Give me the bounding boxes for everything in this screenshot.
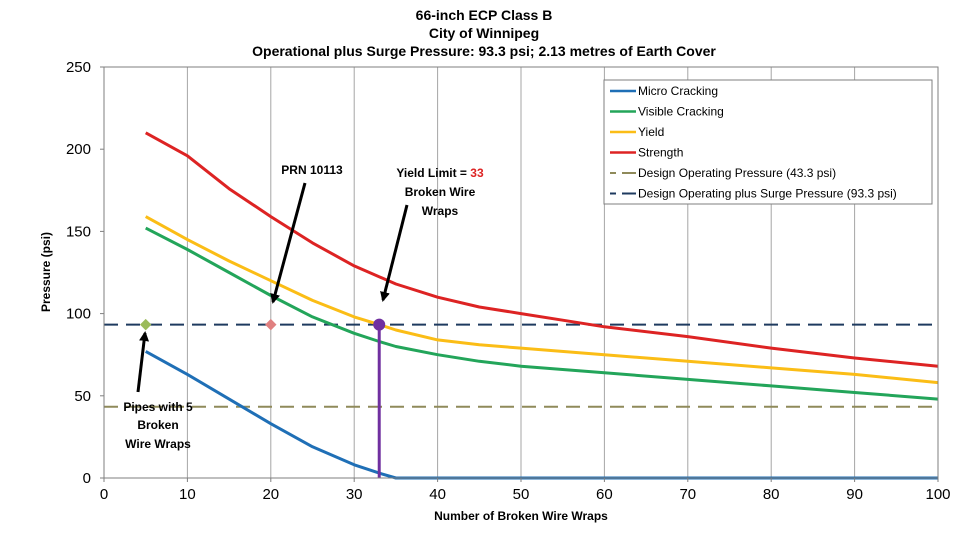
y-tick-label-50: 50 [74,388,91,405]
x-tick-label-10: 10 [179,486,196,503]
yield-limit-prefix: Yield Limit = [396,166,470,180]
chart-title-line-3: Operational plus Surge Pressure: 93.3 ps… [252,43,716,59]
yield-limit-marker [373,318,386,331]
x-tick-label-30: 30 [346,486,363,503]
legend-label-visible-cracking: Visible Cracking [638,105,724,119]
pipes-5-wraps-marker [139,318,152,331]
series-line-yield [144,215,939,385]
y-tick-label-200: 200 [66,141,91,158]
yield-limit-annotation-line1: Yield Limit = 33 [396,166,484,180]
annotations: PRN 10113 Yield Limit = 33 Broken Wire W… [123,163,484,451]
x-tick-label-0: 0 [100,486,108,503]
pipes-annotation-arrow [136,331,150,393]
legend-label-design-operating-plus-surge-pressure-93-3-psi: Design Operating plus Surge Pressure (93… [638,187,897,201]
pipes-annotation-line3: Wire Wraps [125,437,191,451]
series-line-strength [144,131,939,368]
yield-limit-annotation-line3: Wraps [422,204,459,218]
legend-label-strength: Strength [638,146,683,160]
series-line-visible-cracking [145,226,939,401]
y-tick-label-150: 150 [66,223,91,240]
markers [139,318,386,478]
prn-annotation-arrow [270,182,307,304]
legend: Micro Cracking Visible Cracking Yield Stren… [603,79,933,205]
yield-limit-value: 33 [470,166,484,180]
x-tick-label-50: 50 [513,486,530,503]
legend-label-yield: Yield [638,125,664,139]
y-tick-label-100: 100 [66,306,91,323]
pipes-annotation-line1: Pipes with 5 [123,400,193,414]
y-axis-title: Pressure (psi) [39,232,53,312]
x-tick-label-80: 80 [763,486,780,503]
yield-limit-annotation-line2: Broken Wire [405,185,476,199]
x-tick-label-70: 70 [679,486,696,503]
x-axis-ticks: 0 10 20 30 40 50 60 70 80 90 100 [100,478,951,503]
x-axis-title: Number of Broken Wire Wraps [434,509,608,523]
x-tick-label-90: 90 [846,486,863,503]
chart-title-line-2: City of Winnipeg [429,25,539,41]
legend-box [603,79,933,205]
x-tick-label-60: 60 [596,486,613,503]
y-tick-label-0: 0 [83,470,91,487]
y-axis-ticks: 0 50 100 150 200 250 [66,59,104,487]
chart-title-line-1: 66-inch ECP Class B [416,7,553,23]
legend-label-design-operating-pressure-43-3-psi: Design Operating Pressure (43.3 psi) [638,166,836,180]
prn-10113-marker [265,318,277,331]
legend-label-micro-cracking: Micro Cracking [638,84,718,98]
x-tick-label-40: 40 [429,486,446,503]
x-tick-label-20: 20 [262,486,279,503]
yield-limit-annotation-arrow [380,204,409,302]
pipes-annotation-line2: Broken [137,418,178,432]
prn-annotation-label: PRN 10113 [281,163,343,177]
y-tick-label-250: 250 [66,59,91,76]
x-tick-label-100: 100 [925,486,950,503]
